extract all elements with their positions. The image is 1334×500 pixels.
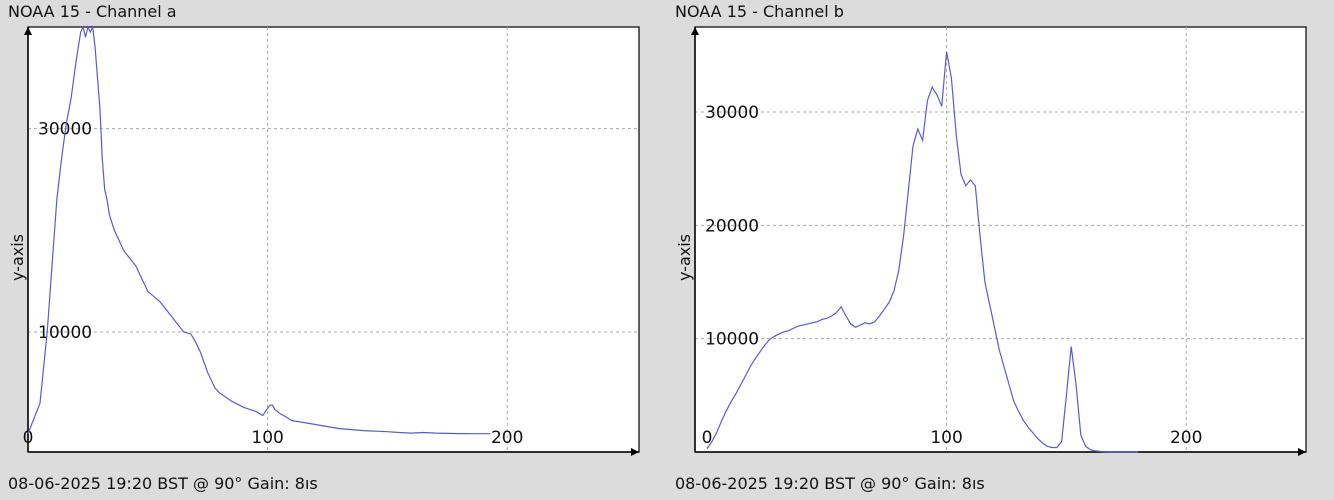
- y-tick-label: 20000: [705, 216, 759, 236]
- plot-area: [694, 26, 1307, 453]
- y-axis-arrow: [24, 27, 32, 35]
- plot-area: [27, 26, 640, 453]
- series-line: [27, 24, 491, 435]
- chart-title: NOAA 15 - Channel b: [675, 2, 844, 21]
- x-tick-label: 0: [23, 428, 34, 448]
- y-tick-label: 10000: [38, 323, 92, 343]
- chart-footer: 08-06-2025 19:20 BST @ 90° Gain: 8ıs: [675, 474, 985, 493]
- chart-panel-channel-a: NOAA 15 - Channel a y-axis 0 100 200 10000 3…: [8, 2, 640, 493]
- chart-footer: 08-06-2025 19:20 BST @ 90° Gain: 8ıs: [8, 474, 318, 493]
- x-axis-arrow: [1298, 448, 1306, 456]
- x-tick-label: 0: [702, 428, 713, 448]
- x-tick-label: 100: [251, 428, 283, 448]
- x-tick-label: 100: [930, 428, 962, 448]
- series-line: [706, 51, 1139, 453]
- chart-title: NOAA 15 - Channel a: [8, 2, 177, 21]
- y-tick-label: 10000: [705, 330, 759, 350]
- y-axis-arrow: [691, 27, 699, 35]
- y-tick-label: 30000: [705, 103, 759, 123]
- x-tick-label: 200: [491, 428, 523, 448]
- chart-panel-channel-b: NOAA 15 - Channel b y-axis 0 100 200 10000 2…: [667, 0, 1334, 500]
- x-axis-arrow: [631, 448, 639, 456]
- x-tick-label: 200: [1170, 428, 1202, 448]
- chart-canvas-channel-b: 0 100 200 10000 20000 30000: [691, 26, 1307, 456]
